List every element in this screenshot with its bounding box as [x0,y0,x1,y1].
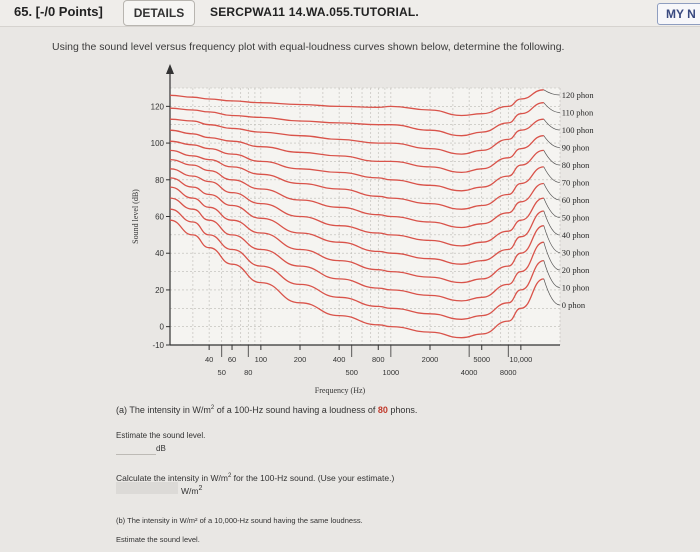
phon-label: 10 phon [562,283,590,293]
x-tick-label: 40 [205,355,213,364]
estimate-label: Estimate the sound level. [116,431,206,440]
phon-label: 80 phon [562,160,590,170]
y-tick-label: 20 [155,286,164,295]
phon-label: 60 phon [562,195,590,205]
chart-curves [169,89,544,339]
y-tick-label: 100 [151,139,165,148]
phon-label: 70 phon [562,178,590,188]
question-header: 65. [-/0 Points] DETAILS SERCPWA11 14.WA… [0,0,700,27]
phon-label: 0 phon [562,300,586,310]
x-tick-label: 100 [255,355,268,364]
phon-label: 30 phon [562,248,590,258]
sound-level-answer-field[interactable] [116,441,156,455]
phon-curve [169,158,544,229]
intensity-unit-sup: 2 [198,484,203,492]
x-tick-label: 10,000 [509,355,532,364]
calc-sup: 2 [227,473,232,480]
chart-labels: 120 phon 110 phon 100 phon 90 phon 80 phon 70… [543,89,595,310]
phon-curve [169,140,544,192]
phon-label: 120 phon [562,90,595,100]
calc-prefix: Calculate the intensity in W/m [116,473,228,483]
y-tick-label: 80 [155,176,164,185]
phon-label: 50 phon [562,213,590,223]
phon-leader [543,278,560,306]
phon-leader [543,89,560,96]
calculate-intensity-text: Calculate the intensity in W/m2 for the … [116,473,394,483]
x-tick-label: 800 [372,355,385,364]
phon-label: 90 phon [562,143,590,153]
phon-label: 100 phon [562,125,595,135]
x-axis-label: Frequency (Hz) [315,386,366,395]
part-a-sup: 2 [210,405,215,411]
x-tick-label-lower: 1000 [383,368,400,377]
phon-leader [543,118,560,131]
x-tick-label: 200 [294,355,307,364]
phon-leader [543,225,560,253]
phon-label: 110 phon [562,108,594,118]
phon-leader [543,150,560,166]
phon-curve [169,197,544,302]
phon-curve [169,177,544,265]
phon-curve [169,208,544,320]
calc-suffix: for the 100-Hz sound. (Use your estimate… [231,473,395,483]
y-axis-arrow [166,64,174,74]
x-tick-label: 400 [333,355,346,364]
y-tick-label: 120 [151,102,165,111]
x-tick-label: 2000 [422,355,439,364]
part-a-question: (a) The intensity in W/m2 of a 100-Hz so… [116,405,417,415]
phon-curve [169,89,544,117]
plot-area [170,88,560,345]
y-tick-label: 0 [160,323,165,332]
x-tick-label: 5000 [473,355,490,364]
phon-leader [543,166,560,183]
phon-curve [169,186,544,284]
x-tick-label-lower: 80 [244,368,252,377]
details-button[interactable]: DETAILS [123,0,195,26]
phon-label: 40 phon [562,230,590,240]
x-tick-label-lower: 50 [218,368,226,377]
part-a-loudness: 80 [377,405,388,415]
intensity-unit: W/m2 [181,484,202,496]
phon-curve [169,102,544,137]
phon-leader [543,183,560,201]
intensity-answer-field[interactable] [116,482,178,494]
phon-leader [543,260,560,288]
instructions-text: Using the sound level versus frequency p… [52,41,565,53]
part-a-suffix: phons. [387,405,418,415]
intensity-unit-base: W/m [181,485,199,496]
y-tick-label: -10 [152,341,164,350]
x-tick-label-lower: 4000 [461,368,478,377]
x-tick-label-lower: 500 [345,368,358,377]
phon-leader [543,242,560,271]
x-tick-label: 60 [228,355,236,364]
y-tick-label: 60 [155,213,164,222]
phon-leader [543,102,560,113]
phon-curve [169,219,544,339]
phon-curve [169,149,544,210]
y-axis-label: Sound level (dB) [131,189,140,244]
question-number: 65. [-/0 Points] [14,4,103,19]
phon-leader [543,197,560,218]
phon-leader [543,210,560,236]
x-tick-label-lower: 8000 [500,368,517,377]
part-a-prefix: (a) The intensity in W/m [116,405,211,415]
estimate-label-b: Estimate the sound level. [116,535,200,544]
question-code: SERCPWA11 14.WA.055.TUTORIAL. [210,5,419,19]
phon-leader [543,135,560,148]
chart-grid [169,87,561,346]
part-b-question: (b) The intensity in W/m² of a 10,000-Hz… [116,516,363,525]
part-a-middle: of a 100-Hz sound having a loudness of [214,405,378,415]
my-notes-button[interactable]: MY N [657,3,700,25]
sound-level-unit: dB [156,444,166,453]
y-tick-label: 40 [155,249,164,258]
phon-label: 20 phon [562,265,590,275]
phon-curve [169,118,544,155]
phon-curve [169,168,544,247]
phon-curve [169,129,544,174]
